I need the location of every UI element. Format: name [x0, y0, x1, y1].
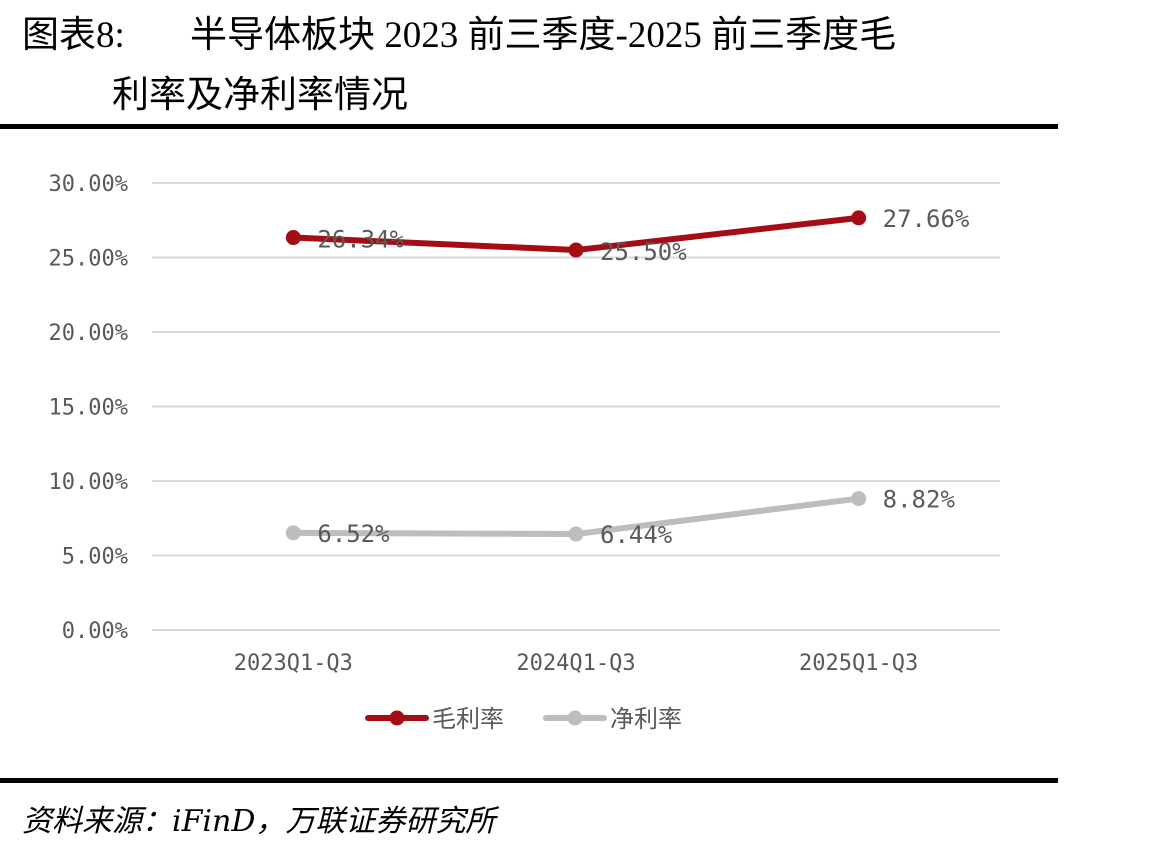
legend-marker	[389, 710, 405, 726]
source-note: 资料来源：iFinD，万联证券研究所	[22, 804, 496, 839]
figure-label: 图表8:	[22, 15, 125, 56]
y-tick-label: 15.00%	[49, 396, 128, 421]
title-line-2: 利率及净利率情况	[112, 75, 408, 116]
data-label: 6.52%	[317, 520, 390, 548]
y-axis: 0.00% 5.00% 10.00% 15.00% 20.00% 25.00% 30.00%	[49, 172, 128, 644]
legend: 毛利率 净利率	[365, 705, 682, 733]
x-tick-label: 2023Q1-Q3	[234, 651, 353, 676]
legend-label: 毛利率	[432, 705, 504, 733]
data-point	[285, 525, 301, 541]
x-tick-label: 2025Q1-Q3	[799, 651, 918, 676]
y-tick-label: 0.00%	[62, 619, 128, 644]
y-tick-label: 30.00%	[49, 172, 128, 197]
series-group: 26.34% 25.50% 27.66% 6.52% 6.44% 8.82%	[285, 205, 970, 549]
data-point	[568, 242, 584, 258]
bottom-rule	[0, 778, 1058, 783]
data-label: 25.50%	[600, 238, 687, 266]
data-point	[568, 526, 584, 542]
top-rule	[0, 124, 1058, 129]
data-label: 8.82%	[883, 486, 956, 514]
figure-title: 图表8: 半导体板块 2023 前三季度-2025 前三季度毛 利率及净利率情况	[22, 6, 1062, 126]
y-tick-label: 5.00%	[62, 545, 128, 570]
y-tick-label: 20.00%	[49, 321, 128, 346]
data-label: 6.44%	[600, 521, 673, 549]
legend-marker	[567, 710, 583, 726]
data-label: 26.34%	[317, 226, 404, 254]
x-tick-label: 2024Q1-Q3	[516, 651, 635, 676]
y-tick-label: 25.00%	[49, 247, 128, 272]
title-line-1: 半导体板块 2023 前三季度-2025 前三季度毛	[190, 15, 897, 56]
gridlines	[152, 182, 1000, 631]
y-tick-label: 10.00%	[49, 470, 128, 495]
legend-label: 净利率	[610, 705, 682, 733]
data-point	[851, 491, 867, 507]
data-label: 27.66%	[883, 205, 970, 233]
data-point	[851, 210, 867, 226]
x-axis: 2023Q1-Q3 2024Q1-Q3 2025Q1-Q3	[234, 651, 919, 676]
line-chart: 0.00% 5.00% 10.00% 15.00% 20.00% 25.00% 30.00%…	[49, 172, 1000, 733]
data-point	[285, 230, 301, 246]
